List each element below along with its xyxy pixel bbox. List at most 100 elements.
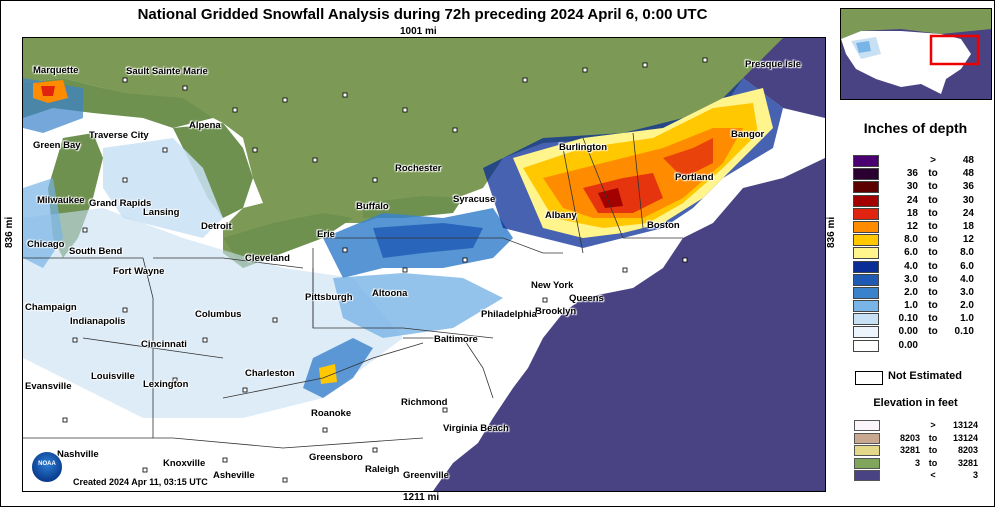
legend-row: 6.0 to 8.0 (852, 247, 982, 260)
not-estimated-swatch (855, 371, 883, 385)
city-lansing: Lansing (143, 207, 180, 218)
city-champaign: Champaign (25, 302, 77, 313)
legend-row: 12 to 18 (852, 220, 982, 234)
city-detroit: Detroit (201, 221, 232, 232)
snowfall-map[interactable]: Marquette Sault Sainte Marie Alpena Trav… (22, 37, 826, 492)
city-sault-sainte-marie: Sault Sainte Marie (126, 66, 208, 77)
inset-locator-map (840, 8, 992, 100)
scale-top: 1001 mi (400, 26, 437, 37)
city-marquette: Marquette (33, 65, 79, 76)
legend-high: 48 (962, 168, 974, 180)
elevation-row: 8203 to 13124 (852, 432, 982, 446)
legend-high: 18 (962, 220, 974, 232)
legend-low: 0.00 (898, 326, 918, 338)
lake-huron (173, 123, 253, 218)
legend-high: 48 (962, 155, 974, 166)
legend-high: 2.0 (960, 300, 974, 312)
elevation-high: 13124 (952, 420, 978, 430)
city-baltimore: Baltimore (434, 334, 478, 345)
elevation-high: 3281 (957, 457, 978, 468)
city-queens: Queens (569, 293, 604, 304)
legend-swatch (853, 273, 879, 286)
elevation-legend: >13124 8203 to 13124 3281 to 8203 3 to 3281 <3 (852, 420, 982, 483)
lake-ontario (363, 196, 463, 218)
legend-sep: to (928, 207, 938, 219)
legend-title: Inches of depth (863, 120, 968, 136)
legend-high: 6.0 (960, 260, 974, 272)
elevation-swatch (854, 445, 880, 456)
city-albany: Albany (545, 210, 577, 221)
legend-row: >48 (852, 155, 982, 168)
legend-sep: to (928, 300, 938, 312)
elevation-row: >13124 (852, 420, 982, 433)
elevation-swatch (854, 457, 880, 469)
legend-sep: to (928, 313, 938, 325)
city-new-york: New York (531, 280, 574, 291)
scale-left: 836 mi (4, 216, 15, 248)
legend-low: 24 (906, 194, 918, 206)
legend-swatch (853, 339, 879, 352)
legend-sep: to (928, 194, 938, 206)
legend-swatch (853, 220, 879, 233)
elevation-sep: to (928, 432, 938, 443)
legend-sep: to (928, 247, 938, 259)
city-boston: Boston (647, 220, 680, 231)
legend-low: 12 (906, 220, 918, 232)
city-milwaukee: Milwaukee (37, 195, 85, 206)
city-philadelphia: Philadelphia (481, 309, 537, 320)
elevation-swatch (854, 470, 880, 481)
elevation-legend-title: Elevation in feet (873, 397, 958, 409)
elevation-row: 3281 to 8203 (852, 445, 982, 458)
legend-row: 2.0 to 3.0 (852, 286, 982, 300)
noaa-logo: NOAA (31, 451, 63, 483)
legend-swatch (853, 260, 879, 273)
legend-row: 8.0 to 12 (852, 234, 982, 247)
city-lexington: Lexington (143, 379, 189, 390)
legend-row: 0.00 (852, 339, 982, 353)
legend-sep: to (928, 273, 938, 285)
legend-row: 18 to 24 (852, 207, 982, 221)
city-columbus: Columbus (195, 309, 242, 320)
legend-row: 36 to 48 (852, 168, 982, 181)
legend-sep: to (928, 260, 938, 272)
city-cleveland: Cleveland (245, 253, 290, 264)
legend-swatch (853, 247, 879, 260)
legend-sep: > (930, 155, 936, 166)
created-timestamp: Created 2024 Apr 11, 03:15 UTC (73, 477, 208, 487)
legend-high: 1.0 (960, 313, 974, 325)
city-nashville: Nashville (57, 449, 99, 460)
legend-low: 2.0 (904, 286, 918, 298)
city-brooklyn: Brooklyn (535, 306, 577, 317)
map-svg (23, 38, 825, 491)
legend-high: 0.10 (954, 326, 974, 338)
legend-low: 3.0 (904, 273, 918, 285)
legend-swatch (853, 181, 879, 194)
snow-depth-legend: >48 36 to 48 30 to 36 24 to 30 18 to 24 12 to 18 8.0 to 12… (852, 155, 982, 353)
elevation-row: 3 to 3281 (852, 457, 982, 471)
legend-swatch (853, 286, 879, 299)
elevation-sep: to (928, 445, 938, 455)
city-grand-rapids: Grand Rapids (89, 198, 152, 209)
city-fort-wayne: Fort Wayne (113, 266, 165, 277)
legend-swatch (853, 207, 879, 220)
map-title: National Gridded Snowfall Analysis durin… (137, 6, 708, 23)
canada-land (23, 38, 783, 268)
legend-high: 3.0 (960, 286, 974, 298)
legend-low: 18 (906, 207, 918, 219)
elevation-low: 8203 (899, 432, 920, 443)
legend-low: 6.0 (904, 247, 918, 259)
elevation-low: 3 (914, 457, 920, 468)
city-knoxville: Knoxville (163, 458, 206, 469)
legend-swatch (853, 168, 879, 181)
legend-sep: to (928, 181, 938, 193)
city-altoona: Altoona (372, 288, 408, 299)
city-asheville: Asheville (213, 470, 255, 481)
legend-swatch (853, 234, 879, 247)
city-syracuse: Syracuse (453, 194, 496, 205)
city-charleston: Charleston (245, 368, 295, 379)
elevation-sep: to (928, 457, 938, 468)
legend-row: 4.0 to 6.0 (852, 260, 982, 274)
legend-high: 4.0 (960, 273, 974, 285)
lake-erie (223, 213, 353, 268)
elevation-high: 8203 (957, 445, 978, 455)
